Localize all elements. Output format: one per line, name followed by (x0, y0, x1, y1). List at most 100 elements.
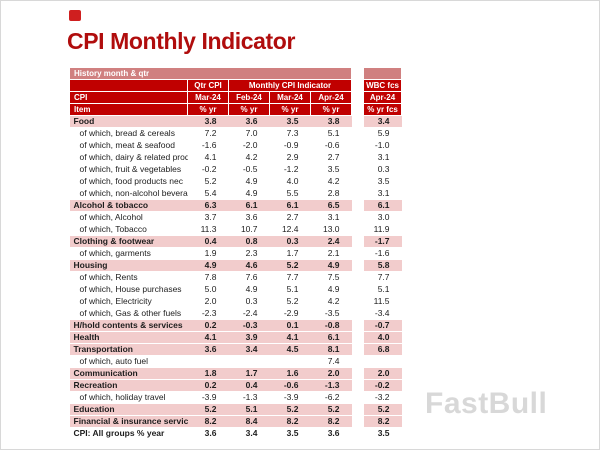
value-cell: 1.9 (187, 247, 229, 260)
table-row: Health 4.1 3.9 4.1 6.1 4.0 (69, 331, 402, 344)
forecast-cell: -1.6 (363, 247, 402, 260)
value-cell: 4.1 (187, 331, 229, 344)
value-cell: 1.7 (228, 367, 270, 380)
month-header-row: CPI Mar-24 Feb-24 Mar-24 Apr-24 Apr-24 (69, 91, 403, 104)
gap-cell (351, 379, 364, 392)
value-cell: -2.4 (228, 307, 270, 320)
value-cell: 3.8 (310, 115, 352, 128)
value-cell: 1.8 (187, 367, 229, 380)
value-cell: 5.2 (310, 403, 352, 416)
row-label: of which, garments (69, 247, 188, 260)
gap-cell (351, 271, 364, 284)
value-cell: 3.5 (269, 115, 311, 128)
gap-cell (351, 307, 364, 320)
forecast-cell: 11.5 (363, 295, 402, 308)
forecast-cell: 3.0 (363, 211, 402, 224)
value-cell: 3.9 (228, 331, 270, 344)
value-cell: 1.7 (269, 247, 311, 260)
value-cell: 2.1 (310, 247, 352, 260)
row-label: CPI: All groups % year (69, 427, 188, 440)
fcs-unit-header: % yr fcs (363, 103, 403, 116)
value-cell: 3.4 (228, 343, 270, 356)
fcs-month-header: Apr-24 (363, 91, 403, 104)
value-cell: 7.5 (310, 271, 352, 284)
row-label: H/hold contents & services (69, 319, 188, 332)
forecast-cell: 0.3 (363, 163, 402, 176)
value-cell: 6.1 (269, 199, 311, 212)
value-cell: 5.2 (269, 403, 311, 416)
forecast-cell: -3.2 (363, 391, 402, 404)
row-label: Clothing & footwear (69, 235, 188, 248)
unit-header: % yr (228, 103, 270, 116)
row-label: Alcohol & tobacco (69, 199, 188, 212)
forecast-cell: -0.2 (363, 379, 402, 392)
gap-cell (351, 367, 364, 380)
gap-cell (351, 259, 364, 272)
forecast-cell: 11.9 (363, 223, 402, 236)
value-cell: 4.9 (228, 283, 270, 296)
forecast-cell: 2.0 (363, 367, 402, 380)
gap-cell (351, 211, 364, 224)
value-cell: 0.4 (228, 379, 270, 392)
table-row: of which, Alcohol 3.7 3.6 2.7 3.1 3.0 (69, 211, 402, 224)
value-cell: -2.3 (187, 307, 229, 320)
value-cell: 8.4 (228, 415, 270, 428)
row-label: Recreation (69, 379, 188, 392)
brand-logo-square (69, 10, 81, 21)
forecast-cell: 3.1 (363, 187, 402, 200)
forecast-cell: 5.1 (363, 283, 402, 296)
value-cell: 0.3 (228, 295, 270, 308)
row-label: of which, Tobacco (69, 223, 188, 236)
value-cell: 5.1 (269, 283, 311, 296)
page-title: CPI Monthly Indicator (67, 28, 295, 54)
table-row: Financial & insurance services 8.2 8.4 8.2 8… (69, 415, 402, 428)
table-row: of which, Tobacco 11.3 10.7 12.4 13.0 11.9 (69, 223, 402, 236)
forecast-cell: 8.2 (363, 415, 402, 428)
forecast-cell: 4.0 (363, 331, 402, 344)
gap-cell (351, 187, 364, 200)
value-cell: 7.2 (187, 127, 229, 140)
value-cell: 4.9 (187, 259, 229, 272)
cpi-table: History month & qtr Qtr CPI Monthly CPI … (68, 67, 403, 440)
forecast-cell: 3.1 (363, 151, 402, 164)
forecast-cell: 5.8 (363, 259, 402, 272)
value-cell: -2.0 (228, 139, 270, 152)
value-cell: 7.3 (269, 127, 311, 140)
unit-header: % yr (187, 103, 229, 116)
group-header-row: Qtr CPI Monthly CPI Indicator WBC fcs (69, 79, 403, 92)
value-cell: 0.3 (269, 235, 311, 248)
value-cell: 5.5 (269, 187, 311, 200)
value-cell: -0.3 (228, 319, 270, 332)
row-label: Health (69, 331, 188, 344)
value-cell: -1.3 (228, 391, 270, 404)
gap-cell (351, 127, 364, 140)
gap-cell (351, 403, 364, 416)
row-label: of which, bread & cereals (69, 127, 188, 140)
item-label-header: Item (69, 103, 188, 116)
forecast-cell: -1.0 (363, 139, 402, 152)
value-cell: 7.0 (228, 127, 270, 140)
value-cell: 13.0 (310, 223, 352, 236)
table-row: Education 5.2 5.1 5.2 5.2 5.2 (69, 403, 402, 416)
value-cell: 5.2 (187, 403, 229, 416)
value-cell: 4.0 (269, 175, 311, 188)
table-row: H/hold contents & services 0.2 -0.3 0.1 -0.8… (69, 319, 402, 332)
band-header-row: History month & qtr (68, 67, 403, 80)
gap-cell (351, 151, 364, 164)
value-cell: 5.1 (228, 403, 270, 416)
row-label: of which, auto fuel (69, 355, 188, 368)
value-cell: 2.0 (187, 295, 229, 308)
value-cell: 3.6 (228, 115, 270, 128)
value-cell: 4.9 (228, 187, 270, 200)
table-row: of which, House purchases 5.0 4.9 5.1 4.9 5.1 (69, 283, 402, 296)
gap-cell (351, 91, 364, 104)
row-label: of which, Gas & other fuels (69, 307, 188, 320)
value-cell: -0.8 (310, 319, 352, 332)
table-row: Clothing & footwear 0.4 0.8 0.3 2.4 -1.7 (69, 235, 402, 248)
value-cell: 3.7 (187, 211, 229, 224)
band-header-fcs (363, 67, 403, 80)
value-cell: 3.6 (228, 211, 270, 224)
forecast-cell: 6.8 (363, 343, 402, 356)
value-cell: -2.9 (269, 307, 311, 320)
table-row: of which, dairy & related products4.14.2… (69, 151, 402, 164)
